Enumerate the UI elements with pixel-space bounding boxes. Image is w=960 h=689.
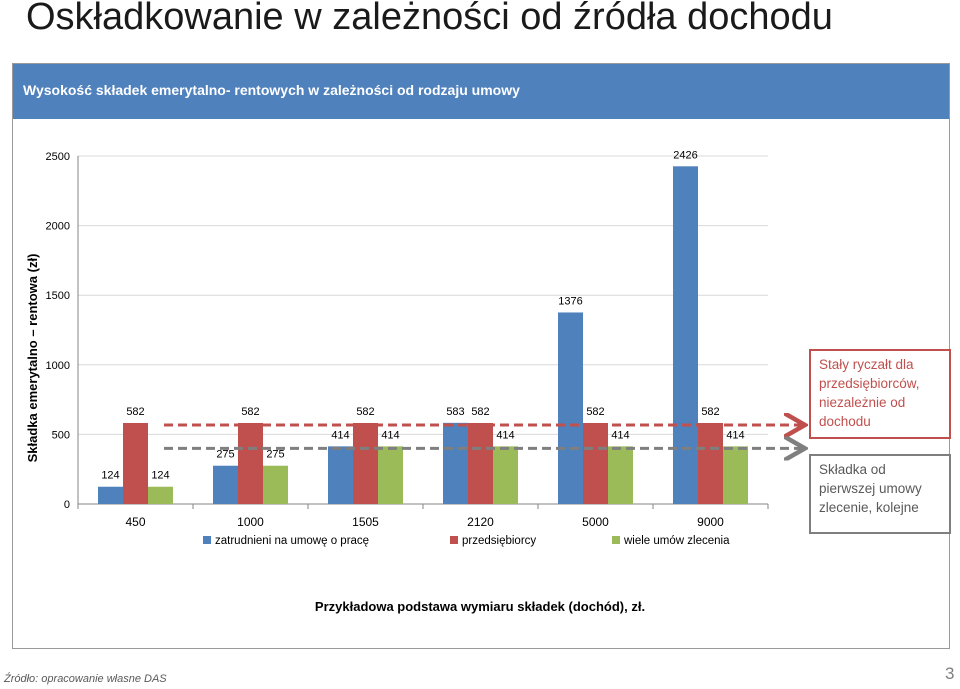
x-tick-label: 9000 xyxy=(697,515,724,529)
bar xyxy=(558,312,583,504)
y-tick-label: 1500 xyxy=(46,290,70,302)
x-tick-label: 1000 xyxy=(237,515,264,529)
data-label: 582 xyxy=(586,406,604,418)
y-axis-title: Składka emerytalno – rentowa (zł) xyxy=(25,254,40,463)
bar xyxy=(583,422,608,504)
data-label: 582 xyxy=(701,406,719,418)
first-contract-callout: Składka od pierwszej umowy zlecenie, kol… xyxy=(809,454,951,534)
legend-swatch xyxy=(450,536,458,544)
y-tick-label: 500 xyxy=(52,429,70,441)
bar xyxy=(673,166,698,505)
bar xyxy=(698,422,723,504)
legend-label: przedsiębiorcy xyxy=(462,535,536,547)
data-label: 582 xyxy=(241,406,259,418)
source-note: Źródło: opracowanie własne DAS xyxy=(4,673,167,685)
slide-title: Oskładkowanie w zależności od źródła doc… xyxy=(26,0,833,38)
bar xyxy=(98,486,123,504)
chart-title: Wysokość składek emerytalno- rentowych w… xyxy=(23,82,520,98)
chart-panel: Wysokość składek emerytalno- rentowych w… xyxy=(12,63,950,649)
chart-header: Wysokość składek emerytalno- rentowych w… xyxy=(13,64,949,119)
flat-rate-callout: Stały ryczałt dla przedsiębiorców, nieza… xyxy=(809,349,951,439)
x-axis-title: Przykładowa podstawa wymiaru składek (do… xyxy=(315,599,645,614)
data-label: 2426 xyxy=(673,149,697,161)
data-label: 414 xyxy=(611,429,629,441)
data-label: 124 xyxy=(151,470,169,482)
x-tick-label: 5000 xyxy=(582,515,609,529)
bar xyxy=(443,422,468,504)
bar xyxy=(468,422,493,504)
bar xyxy=(328,446,353,504)
legend-swatch xyxy=(203,536,211,544)
data-label: 414 xyxy=(726,429,744,441)
bar xyxy=(148,486,173,504)
data-label: 414 xyxy=(496,429,514,441)
x-tick-label: 450 xyxy=(125,515,145,529)
bar xyxy=(263,465,288,504)
bar xyxy=(723,446,748,504)
page-number: 3 xyxy=(945,664,955,683)
bar xyxy=(378,446,403,504)
bar xyxy=(608,446,633,504)
x-tick-label: 2120 xyxy=(467,515,494,529)
data-label: 582 xyxy=(126,406,144,418)
data-label: 582 xyxy=(471,406,489,418)
data-label: 275 xyxy=(266,449,284,461)
legend-label: zatrudnieni na umowę o pracę xyxy=(215,535,369,547)
data-label: 1376 xyxy=(558,295,582,307)
legend-label: wiele umów zlecenia xyxy=(623,535,730,547)
legend-swatch xyxy=(612,536,620,544)
data-label: 275 xyxy=(216,449,234,461)
bar xyxy=(493,446,518,504)
data-label: 124 xyxy=(101,470,119,482)
y-tick-label: 0 xyxy=(64,499,70,511)
y-tick-label: 2000 xyxy=(46,221,70,233)
data-label: 582 xyxy=(356,406,374,418)
y-tick-label: 2500 xyxy=(46,151,70,163)
data-label: 414 xyxy=(331,429,349,441)
x-tick-label: 1505 xyxy=(352,515,379,529)
bar xyxy=(213,465,238,504)
data-label: 414 xyxy=(381,429,399,441)
data-label: 583 xyxy=(446,406,464,418)
bar xyxy=(238,422,263,504)
bar xyxy=(353,422,378,504)
y-tick-label: 1000 xyxy=(46,360,70,372)
bar xyxy=(123,422,148,504)
